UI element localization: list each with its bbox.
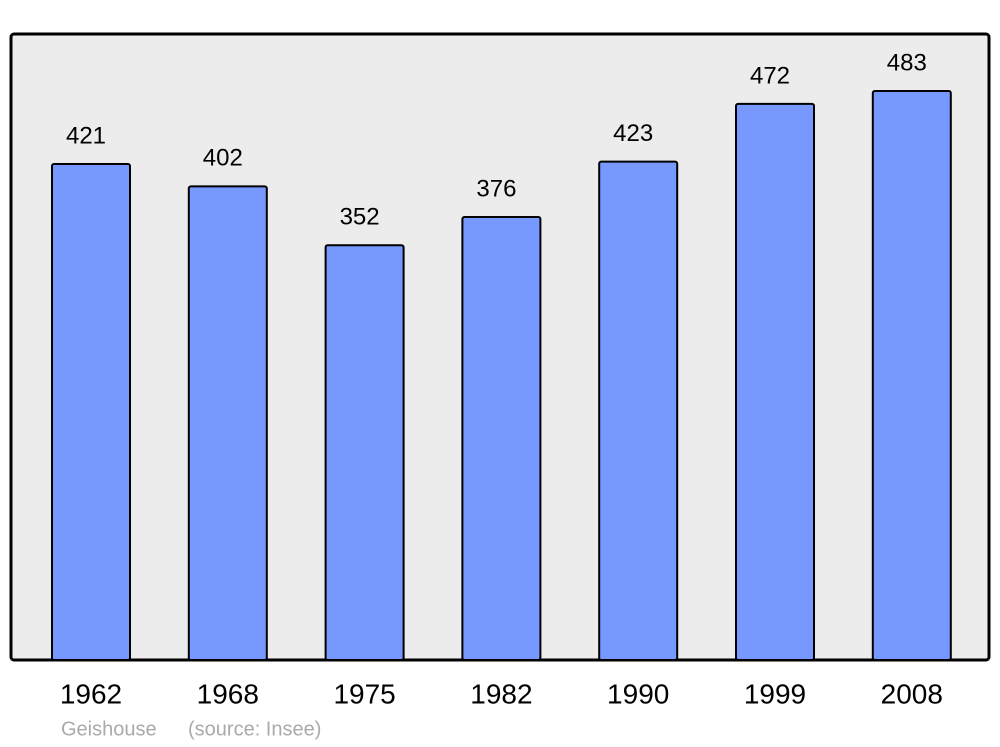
value-label: 421 — [66, 122, 106, 149]
x-tick-label: 1962 — [60, 678, 122, 709]
x-tick-label: 1999 — [744, 678, 806, 709]
x-tick-label: 1975 — [333, 678, 395, 709]
value-label: 483 — [887, 49, 927, 76]
value-label: 423 — [613, 120, 653, 147]
chart-title: Geishouse — [61, 718, 157, 740]
value-label: 402 — [203, 145, 243, 172]
value-label: 376 — [476, 175, 516, 202]
x-tick-label: 1990 — [607, 678, 669, 709]
bar — [598, 160, 679, 662]
x-tick-label: 1968 — [197, 678, 259, 709]
source-note: (source: Insee) — [188, 718, 321, 740]
x-tick-label: 1982 — [470, 678, 532, 709]
bar — [735, 102, 815, 662]
bar — [51, 163, 131, 661]
bar — [461, 216, 542, 661]
value-label: 352 — [340, 204, 380, 231]
bar — [187, 185, 268, 661]
value-label: 472 — [750, 62, 790, 89]
bar — [324, 244, 405, 662]
bar — [871, 89, 952, 661]
x-tick-label: 2008 — [881, 678, 943, 709]
